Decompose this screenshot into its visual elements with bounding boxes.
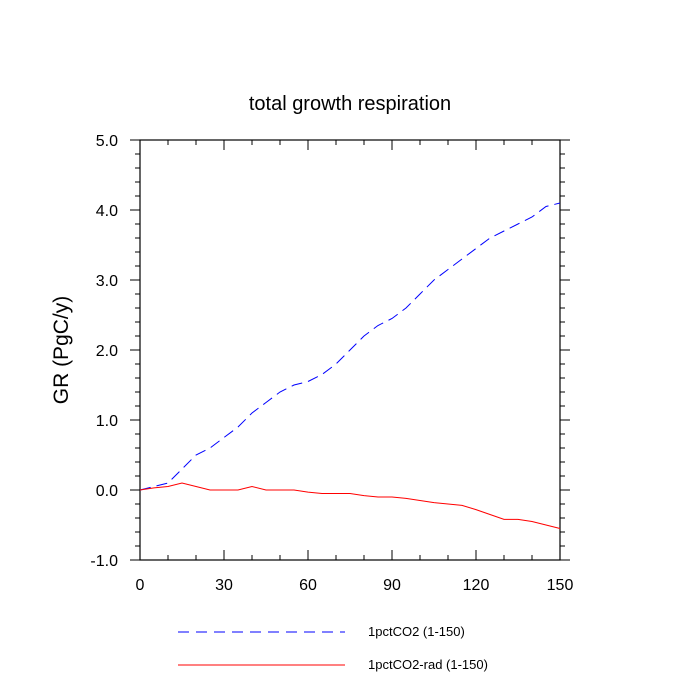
x-tick-label: 30 bbox=[215, 577, 233, 594]
y-tick-label: 1.0 bbox=[96, 413, 118, 430]
y-axis-label: GR (PgC/y) bbox=[50, 296, 73, 405]
y-tick-label: 3.0 bbox=[96, 273, 118, 290]
y-tick-label: 5.0 bbox=[96, 133, 118, 150]
y-tick-label: -1.0 bbox=[90, 553, 118, 570]
y-tick-label: 0.0 bbox=[96, 483, 118, 500]
x-tick-label: 120 bbox=[463, 577, 490, 594]
y-tick-label: 4.0 bbox=[96, 203, 118, 220]
series-line-2 bbox=[139, 482, 561, 529]
legend: 1pctCO2 (1-150) 1pctCO2-rad (1-150) bbox=[178, 624, 488, 672]
chart-title: total growth respiration bbox=[249, 93, 451, 115]
x-tick-label: 0 bbox=[136, 577, 145, 594]
ticks-layer: 0 30 60 90 120 150 -1.0 0.0 1.0 2.0 3.0 4.0 5.0 bbox=[90, 133, 573, 594]
series-line-1 bbox=[139, 202, 561, 491]
x-tick-label: 90 bbox=[383, 577, 401, 594]
legend-label-1: 1pctCO2 (1-150) bbox=[368, 624, 465, 639]
x-tick-label: 150 bbox=[547, 577, 574, 594]
y-tick-label: 2.0 bbox=[96, 343, 118, 360]
legend-label-2: 1pctCO2-rad (1-150) bbox=[368, 657, 488, 672]
series-layer bbox=[139, 202, 561, 529]
x-tick-label: 60 bbox=[299, 577, 317, 594]
